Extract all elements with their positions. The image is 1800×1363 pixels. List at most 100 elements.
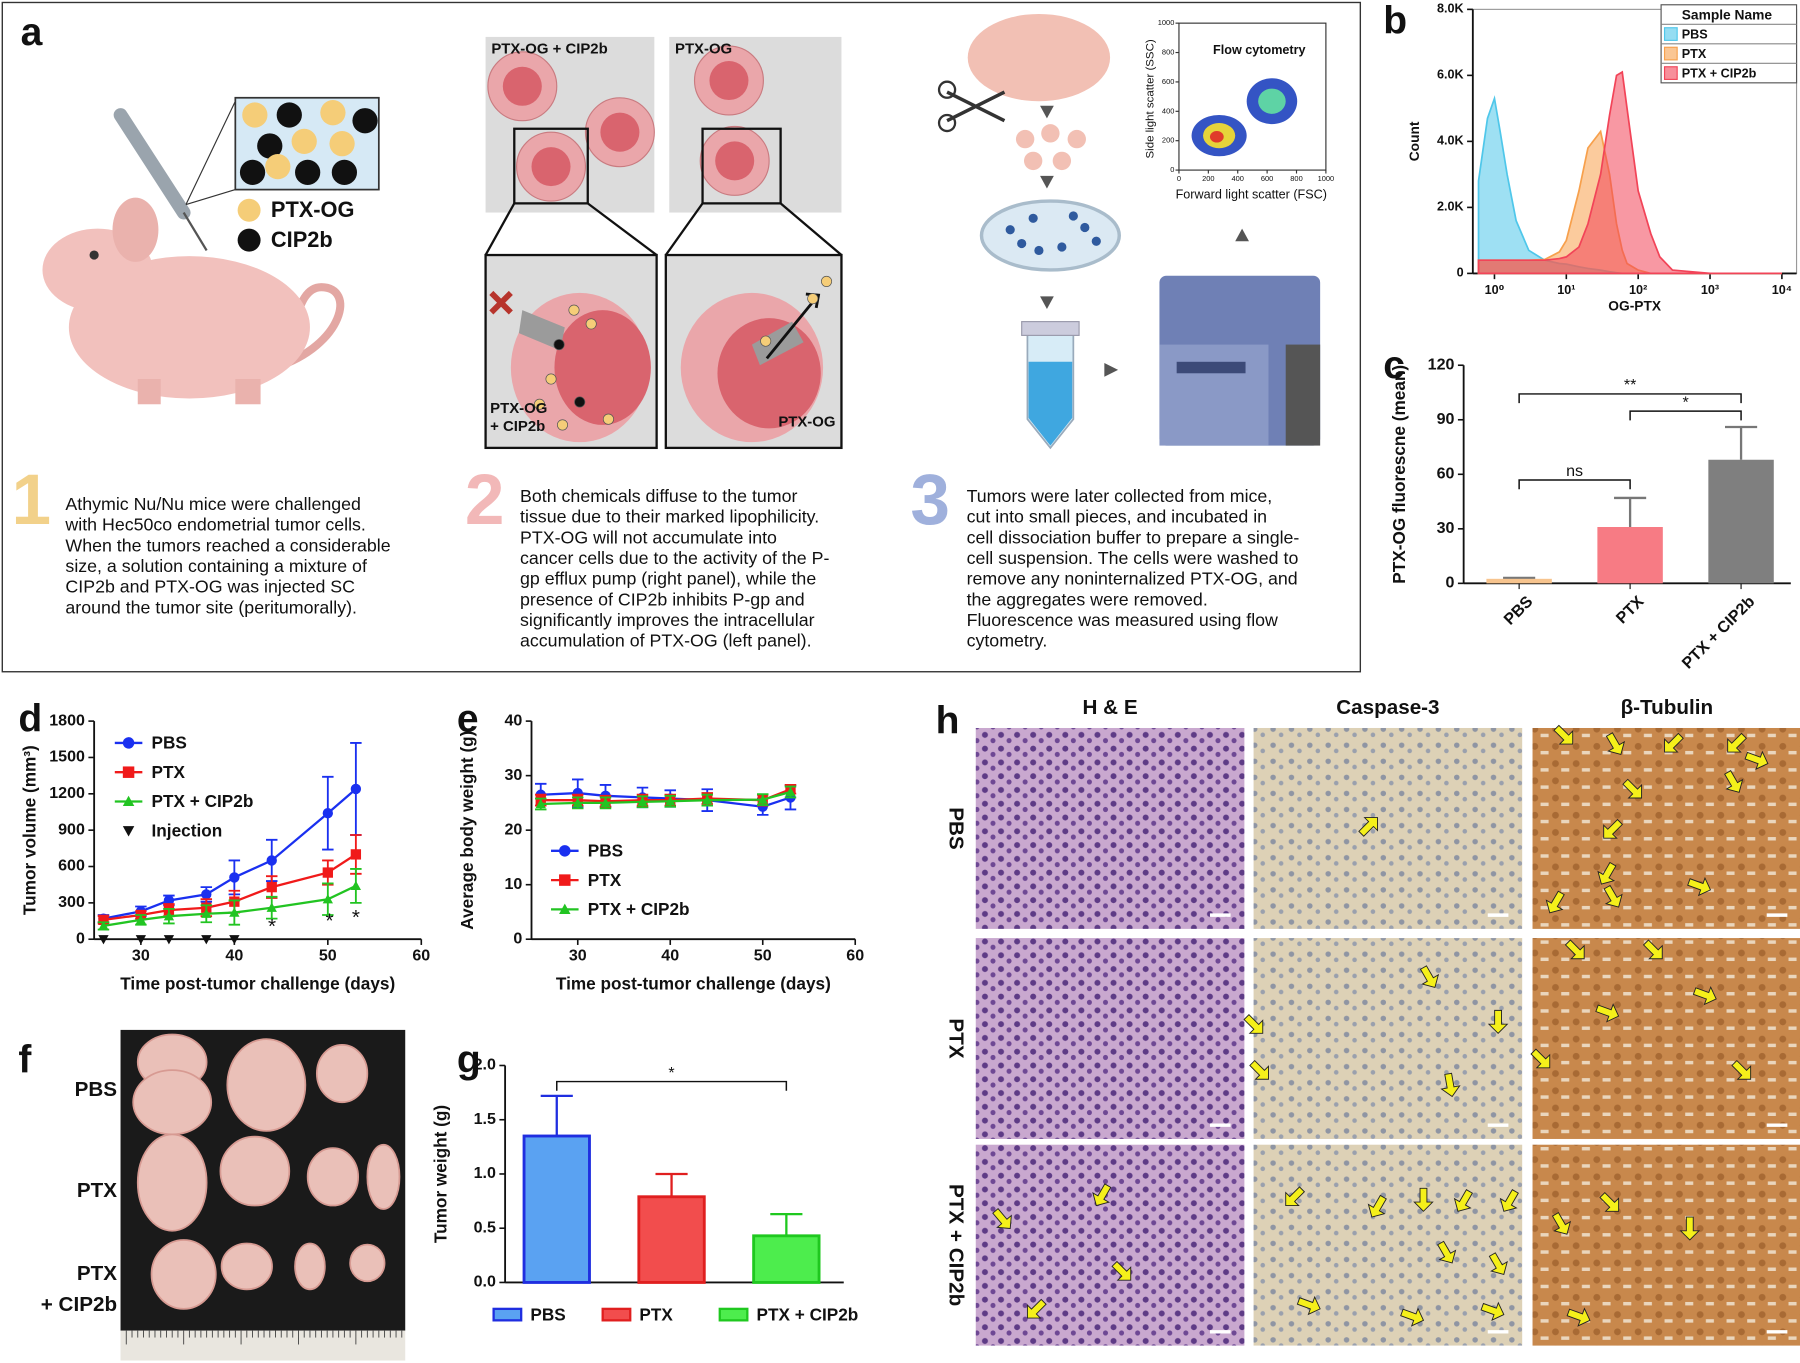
flow-arrow [1104, 362, 1119, 377]
y-tick-label: 10 [504, 875, 522, 893]
zoom-frame [664, 253, 843, 450]
flow-axis-label: Side light scatter (SSC) [1144, 39, 1156, 158]
y-tick-label: 0 [76, 929, 85, 947]
marker [98, 935, 109, 945]
indicator-arrow [1727, 732, 1747, 753]
zoom-frame [484, 253, 658, 450]
panel-label: c [1383, 344, 1405, 387]
flow-arrow [1040, 296, 1054, 309]
indicator-arrow [1487, 1009, 1509, 1034]
piece [1067, 129, 1086, 149]
marker [201, 889, 212, 900]
y-tick-label: 0 [1457, 266, 1464, 280]
marker [163, 935, 175, 945]
tumor [967, 13, 1111, 102]
micrograph [1253, 727, 1523, 929]
step-text: CIP2b and PTX-OG was injected SC [65, 577, 355, 597]
bar [1708, 459, 1774, 584]
petri-cell [1005, 225, 1015, 235]
x-tick-label: 10² [1629, 283, 1647, 297]
y-tick-label: 0 [513, 929, 522, 947]
marker [757, 794, 768, 804]
molecule [553, 339, 565, 351]
significance-label: ** [1624, 376, 1637, 394]
row-label: + CIP2b [41, 1293, 117, 1316]
zoom-line [185, 189, 236, 206]
indicator-arrow [1603, 884, 1623, 908]
y-axis-label: Count [1407, 121, 1422, 161]
y-tick-label: 0.5 [474, 1218, 496, 1236]
y-axis-label: Tumor weight (g) [431, 1105, 451, 1243]
flow-tick-label: 200 [1162, 136, 1174, 145]
flow-tick-label: 400 [1232, 174, 1244, 183]
significance-bracket [1518, 479, 1631, 490]
step-number: 3 [910, 461, 950, 540]
indicator-arrow [1564, 939, 1585, 960]
panel-label: a [21, 11, 43, 54]
cytometer-slot [1176, 361, 1246, 374]
molecule [760, 335, 772, 347]
bar [1597, 527, 1663, 584]
indicator-arrow [1622, 778, 1643, 799]
petri-dish [979, 199, 1121, 272]
indicator-arrow [1545, 890, 1565, 914]
marker [322, 867, 333, 878]
indicator-arrow [1642, 939, 1663, 960]
x-tick-label: 50 [754, 947, 772, 965]
indicator-arrow [1692, 985, 1717, 1006]
marker [785, 786, 796, 797]
indicator-arrow [1744, 750, 1769, 770]
nucleus-zoom [717, 318, 821, 429]
indicator-arrow [1488, 1252, 1508, 1275]
tumor-sample [132, 1069, 213, 1136]
indicator-arrow [1296, 1295, 1321, 1316]
flow-tick-label: 1000 [1318, 174, 1335, 183]
marker [163, 895, 175, 906]
y-tick-label: 30 [1437, 519, 1455, 537]
pump [518, 310, 565, 351]
piece [1052, 151, 1072, 171]
scissors [946, 90, 1006, 123]
panel-label: b [1383, 0, 1407, 42]
micrograph [975, 938, 1245, 1139]
ruler [120, 1330, 406, 1361]
step-number: 2 [465, 461, 505, 540]
petri-cell [1068, 211, 1078, 221]
flow-tick-label: 200 [1202, 174, 1214, 183]
syringe-body [113, 108, 191, 220]
indicator-arrow [1595, 1003, 1620, 1023]
legend-swatch [492, 1307, 523, 1322]
tumor-sample [366, 1143, 401, 1210]
indicator-arrow [1566, 1307, 1591, 1327]
y-tick-label: 0 [1446, 574, 1455, 592]
legend-text: PTX-OG [271, 197, 355, 222]
significance-label: * [352, 906, 360, 929]
molecule [574, 396, 586, 408]
y-tick-label: 8.0K [1437, 2, 1464, 16]
tube-liquid [1028, 361, 1073, 446]
histogram-area [1477, 70, 1782, 275]
row-label: PTX [77, 1179, 117, 1202]
step-text: tissue due to their marked lipophilicity… [520, 507, 819, 527]
flow-axis-label: Forward light scatter (FSC) [1176, 188, 1327, 202]
marker [229, 907, 240, 917]
cytometer-side [1285, 344, 1321, 446]
x-tick-label: 10⁴ [1772, 283, 1792, 297]
y-tick-label: 0.0 [474, 1273, 496, 1291]
molecule [295, 159, 321, 186]
indicator-arrow [1603, 818, 1624, 839]
legend-text: PTX [588, 870, 622, 890]
marker [122, 826, 135, 837]
significance-label: ns [1566, 462, 1583, 480]
flow-tick-label: 800 [1162, 48, 1174, 57]
y-tick-label: 120 [1428, 355, 1455, 373]
marker [266, 855, 277, 866]
step-text: cut into small pieces, and incubated in [967, 507, 1267, 527]
x-tick-label: 10³ [1701, 283, 1719, 297]
molecule [807, 293, 819, 305]
step-text: around the tumor site (peritumorally). [65, 597, 357, 617]
molecule [534, 398, 546, 410]
flow-title: Flow cytometry [1213, 43, 1306, 57]
molecule [602, 413, 614, 425]
molecule [257, 133, 283, 159]
